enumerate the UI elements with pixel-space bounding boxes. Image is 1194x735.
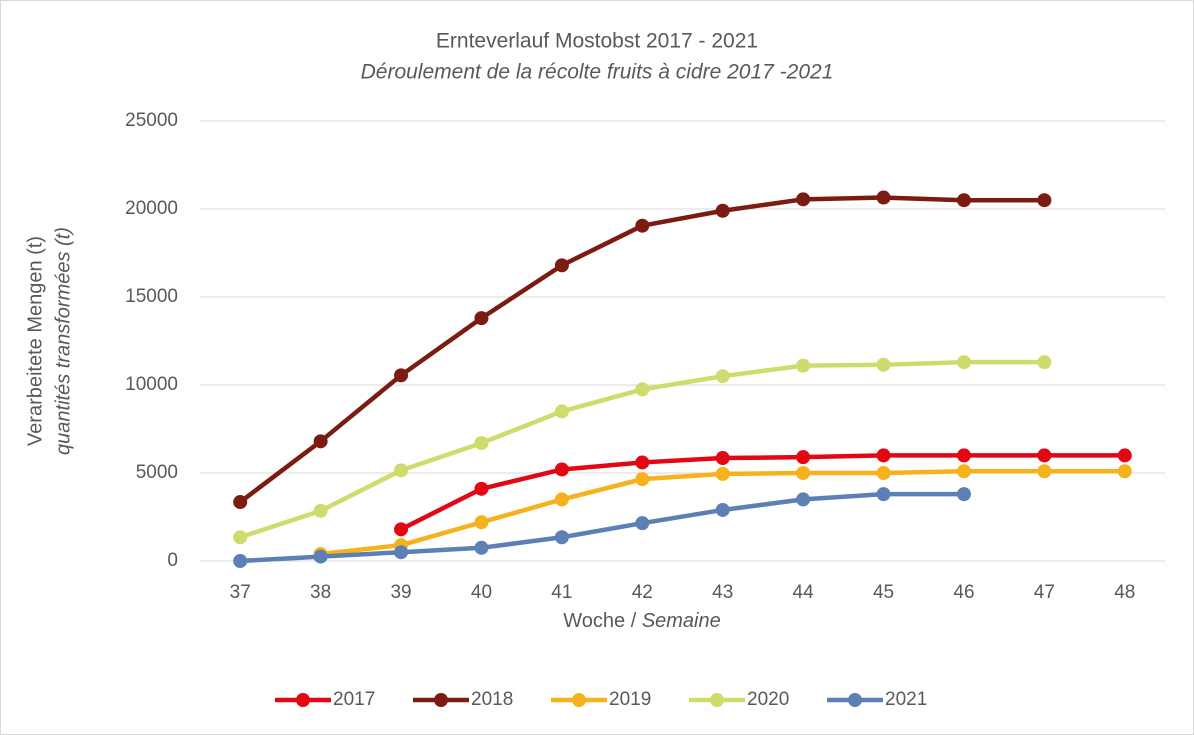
data-point	[635, 516, 650, 531]
y-tick-label: 5000	[136, 462, 178, 483]
data-point	[876, 190, 891, 205]
data-point	[394, 463, 409, 478]
data-point	[554, 462, 569, 477]
data-point	[635, 472, 650, 487]
data-point	[474, 540, 489, 555]
data-point	[394, 545, 409, 560]
legend-marker	[710, 693, 724, 707]
data-point	[876, 487, 891, 502]
data-point	[715, 502, 730, 517]
data-point	[1037, 448, 1052, 463]
data-point	[715, 451, 730, 466]
y-axis-label-fr: quantités transformées (t)	[52, 227, 74, 455]
data-point	[394, 522, 409, 537]
data-point	[796, 358, 811, 373]
x-tick-label: 48	[1114, 582, 1135, 603]
series-line	[398, 453, 1128, 532]
legend-label: 2021	[885, 689, 927, 710]
y-tick-label: 0	[167, 550, 178, 571]
series-line	[237, 491, 967, 564]
data-point	[956, 448, 971, 463]
data-point	[876, 466, 891, 480]
data-point	[1117, 464, 1132, 479]
data-point	[394, 368, 409, 383]
data-point	[796, 450, 811, 465]
x-axis-label: Woche / Semaine	[563, 610, 721, 632]
data-point	[474, 481, 489, 496]
data-point	[956, 487, 971, 502]
data-point	[635, 455, 650, 470]
data-point	[1037, 355, 1052, 370]
x-tick-label: 41	[551, 582, 572, 603]
data-point	[635, 218, 650, 233]
legend-marker	[296, 693, 310, 707]
data-point	[313, 549, 328, 564]
data-point	[1037, 464, 1052, 479]
x-tick-label: 47	[1034, 582, 1055, 603]
legend-marker	[434, 693, 448, 707]
data-point	[715, 203, 730, 218]
data-point	[715, 466, 730, 481]
data-point	[876, 448, 891, 463]
data-point	[635, 382, 650, 397]
data-point	[876, 357, 891, 372]
data-point	[1117, 448, 1132, 463]
data-point	[796, 466, 811, 480]
data-point	[796, 492, 811, 507]
data-point	[474, 515, 489, 530]
x-tick-label: 45	[873, 582, 894, 603]
legend-label: 2017	[333, 689, 375, 710]
data-point	[956, 193, 971, 208]
x-tick-label: 42	[632, 582, 653, 603]
data-point	[554, 258, 569, 273]
legend-label: 2019	[609, 689, 651, 710]
data-point	[956, 464, 971, 479]
data-point	[313, 434, 328, 449]
data-point	[233, 495, 248, 510]
data-point	[796, 192, 811, 207]
x-tick-label: 37	[230, 582, 251, 603]
x-axis-label-fr: Semaine	[642, 610, 721, 632]
data-point	[313, 503, 328, 518]
data-point	[554, 530, 569, 545]
data-point	[233, 554, 248, 568]
chart-title: Ernteverlauf Mostobst 2017 - 2021	[436, 30, 758, 53]
y-axis-label: Verarbeitete Mengen (t)	[24, 236, 46, 446]
data-point	[474, 311, 489, 326]
legend-label: 2020	[747, 689, 789, 710]
legend-marker	[848, 693, 862, 707]
x-tick-label: 43	[712, 582, 733, 603]
y-tick-label: 15000	[125, 286, 178, 307]
x-tick-label: 40	[471, 582, 492, 603]
x-tick-label: 46	[953, 582, 974, 603]
x-tick-label: 44	[793, 582, 815, 603]
data-point	[554, 404, 569, 419]
legend-marker	[572, 693, 586, 707]
y-tick-label: 20000	[125, 198, 178, 219]
y-tick-label: 10000	[125, 374, 178, 395]
x-tick-label: 38	[310, 582, 331, 603]
data-point	[956, 355, 971, 370]
x-tick-label: 39	[390, 582, 411, 603]
data-point	[715, 369, 730, 384]
y-tick-label: 25000	[125, 110, 178, 131]
data-point	[1037, 193, 1052, 208]
chart-subtitle: Déroulement de la récolte fruits à cidre…	[361, 61, 834, 84]
data-point	[554, 492, 569, 507]
data-point	[474, 436, 489, 451]
x-axis-label-de: Woche /	[563, 610, 642, 632]
legend-label: 2018	[471, 689, 513, 710]
data-point	[233, 530, 248, 545]
